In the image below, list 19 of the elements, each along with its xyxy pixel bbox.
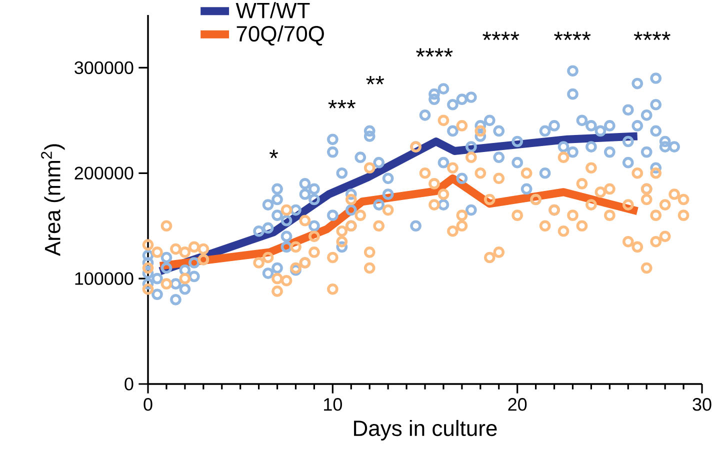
annotation: **** xyxy=(416,48,453,57)
annotation: **** xyxy=(482,32,520,40)
x-axis-title: Days in culture xyxy=(354,420,497,440)
annotation: *** xyxy=(328,100,356,108)
y-axis-title: Area (mm$^{2}$) xyxy=(41,144,65,256)
y-tick-label: 0 xyxy=(124,378,134,390)
y-tick-label: 100000 xyxy=(75,272,134,285)
annotation: **** xyxy=(554,32,591,40)
annotation: **** xyxy=(634,32,670,40)
y-tick-label: 200000 xyxy=(74,166,134,180)
x-tick-label: 30 xyxy=(692,398,712,411)
y-tick-label: 300000 xyxy=(74,61,134,74)
x-tick-label: 0 xyxy=(144,398,152,411)
annotation: * xyxy=(269,150,278,158)
legend-label: WT/WT xyxy=(236,2,310,18)
legend-label: 70Q/70Q xyxy=(236,25,324,46)
annotation: ** xyxy=(366,76,384,84)
x-tick-label: 10 xyxy=(324,398,342,411)
x-tick-label: 20 xyxy=(508,398,527,411)
